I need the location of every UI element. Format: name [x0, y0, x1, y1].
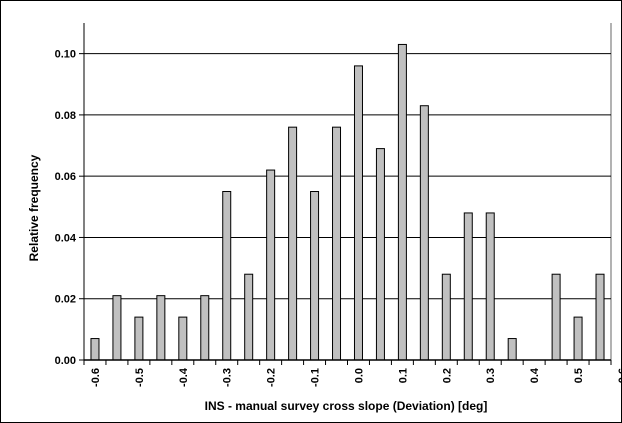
x-tick-label: 0.3 [485, 368, 497, 383]
y-tick-label: 0.04 [55, 232, 77, 244]
y-tick-label: 0.02 [55, 294, 76, 306]
x-tick-label: -0.5 [134, 368, 146, 387]
x-tick-label: -0.6 [90, 368, 102, 387]
y-tick-label: 0.10 [55, 49, 76, 61]
bars [91, 44, 604, 360]
bar--0.50 [135, 317, 143, 360]
x-tick-label: 0.1 [397, 368, 409, 383]
bar-0.25 [464, 213, 472, 360]
x-tick-label: -0.3 [222, 368, 234, 387]
bar-0.30 [486, 213, 494, 360]
bar--0.15 [289, 127, 297, 360]
bar-0.45 [552, 274, 560, 360]
y-tick-labels: 0.00 0.02 0.04 0.06 0.08 0.10 [55, 49, 77, 367]
bar-0.00 [354, 66, 362, 360]
bar-0.55 [596, 274, 604, 360]
bar--0.45 [157, 296, 165, 360]
x-tick-label: -0.2 [266, 368, 278, 387]
bar-0.35 [508, 339, 516, 360]
bar--0.25 [245, 274, 253, 360]
bar--0.05 [333, 127, 341, 360]
bar--0.20 [267, 170, 275, 360]
bar--0.60 [91, 339, 99, 360]
x-tick-label: -0.1 [310, 368, 322, 387]
bar--0.30 [223, 192, 231, 361]
x-axis-title: INS - manual survey cross slope (Deviati… [205, 399, 488, 413]
bar-0.05 [376, 149, 384, 360]
bar-0.15 [420, 106, 428, 360]
bar--0.10 [311, 192, 319, 361]
y-tick-label: 0.06 [55, 171, 76, 183]
x-tick-label: 0.5 [573, 368, 585, 383]
y-tick-label: 0.00 [55, 355, 76, 367]
y-tick-label: 0.08 [55, 110, 76, 122]
x-tick-label: 0.0 [353, 368, 365, 383]
x-tick-label: 0.2 [441, 368, 453, 383]
x-tick-label: 0.6 [617, 368, 622, 383]
bar--0.35 [201, 296, 209, 360]
y-axis-title: Relative frequency [27, 154, 41, 261]
gridlines [84, 54, 611, 299]
bar-0.20 [442, 274, 450, 360]
x-tick-label: 0.4 [529, 367, 541, 383]
x-tick-label: -0.4 [178, 367, 190, 387]
x-tick-labels: -0.6 -0.5 -0.4 -0.3 -0.2 -0.1 0.0 0.1 0.2 0.3 0.4 0… [90, 367, 622, 387]
bar-0.10 [398, 44, 406, 360]
bar--0.55 [113, 296, 121, 360]
bar--0.40 [179, 317, 187, 360]
bar-0.50 [574, 317, 582, 360]
